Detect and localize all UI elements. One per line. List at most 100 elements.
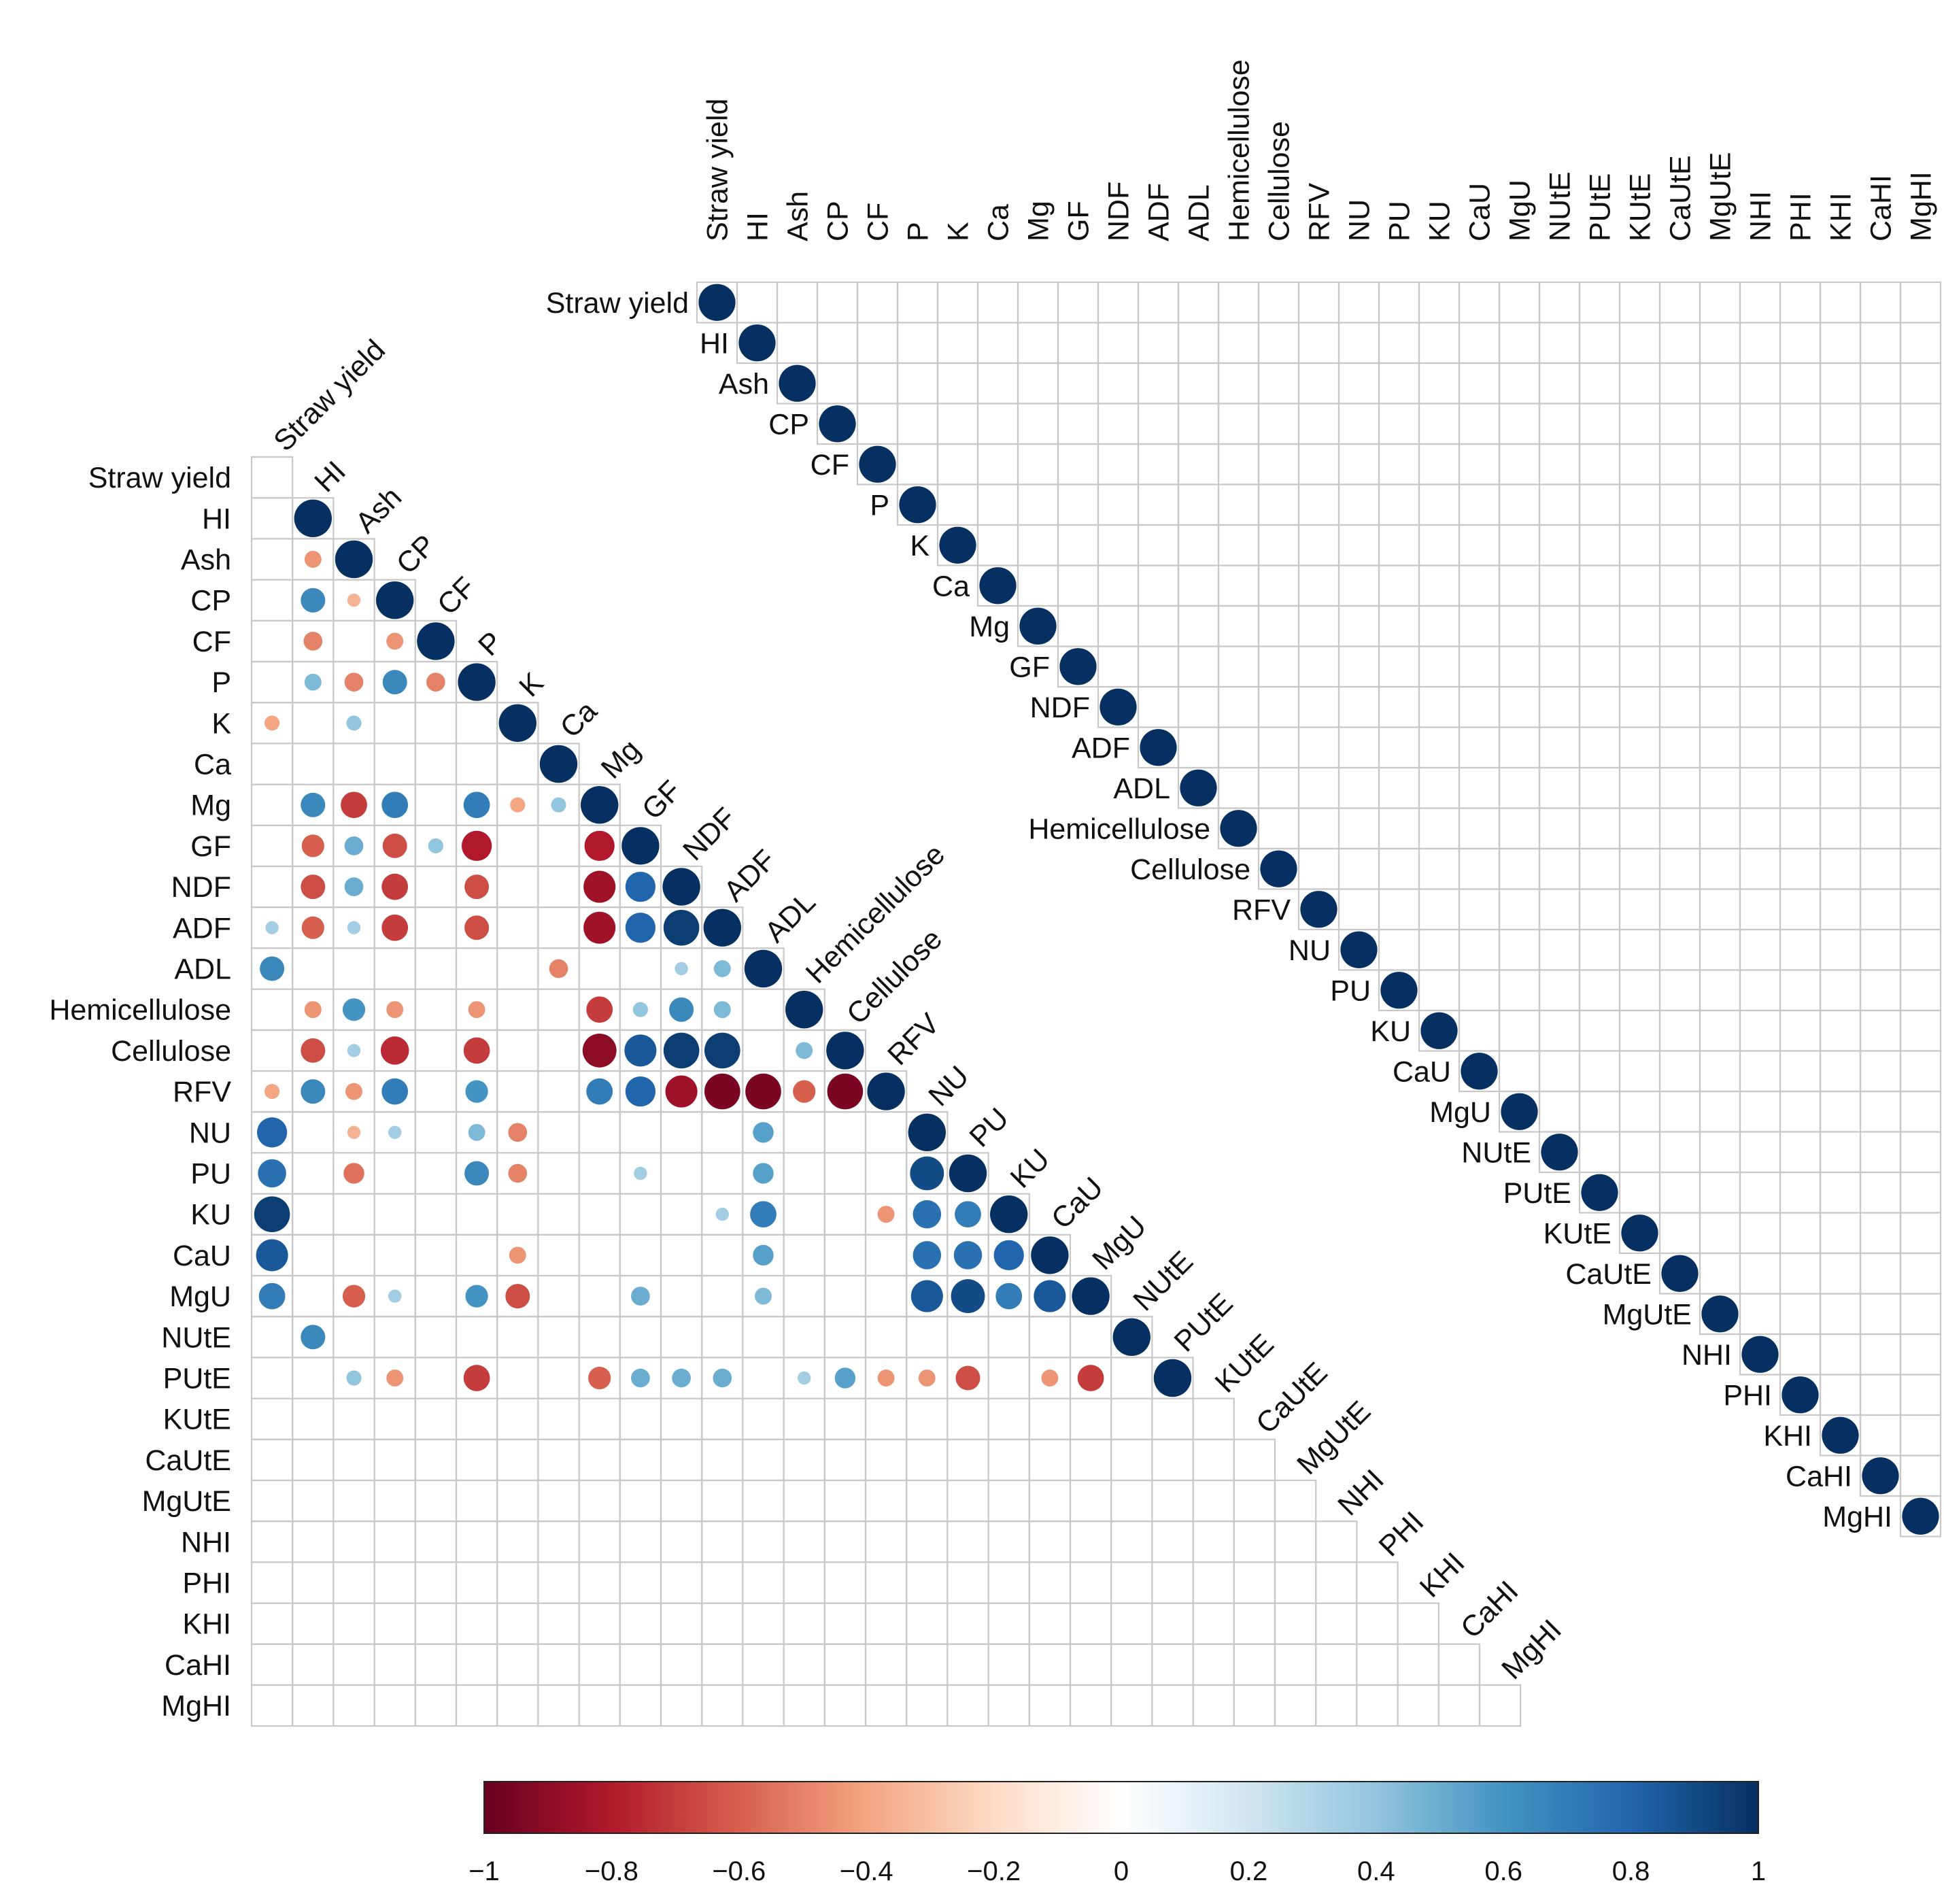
grid-cell bbox=[1618, 1009, 1661, 1052]
corr-circle-hemicellulose-ndf bbox=[669, 997, 694, 1022]
grid-cell bbox=[1819, 645, 1862, 688]
grid-cell bbox=[896, 362, 939, 405]
grid-cell bbox=[1274, 1561, 1317, 1604]
grid-cell bbox=[1069, 1643, 1112, 1686]
grid-cell bbox=[1458, 1009, 1501, 1052]
grid-cell bbox=[373, 1479, 416, 1523]
grid-cell bbox=[1779, 928, 1822, 971]
grid-cell bbox=[250, 824, 294, 868]
corr-circle-nu-ash bbox=[347, 1125, 361, 1139]
grid-cell bbox=[976, 281, 1019, 324]
grid-cell bbox=[1315, 1602, 1358, 1645]
grid-cell bbox=[332, 1234, 375, 1277]
grid-cell bbox=[1110, 1479, 1153, 1523]
top-label-mgu: MgU bbox=[1504, 180, 1537, 241]
grid-cell bbox=[1739, 1009, 1781, 1052]
corr-circle-hemicellulose-cp bbox=[386, 1001, 404, 1019]
corr-circle-k-ash bbox=[346, 715, 362, 731]
grid-cell bbox=[537, 824, 580, 868]
corr-circle-adf-hi bbox=[301, 916, 324, 939]
grid-cell bbox=[332, 1193, 375, 1236]
grid-cell bbox=[1458, 281, 1501, 324]
diag-label-mgute: MgUtE bbox=[1603, 1298, 1692, 1331]
grid-cell bbox=[1233, 1602, 1276, 1645]
grid-cell bbox=[414, 1684, 458, 1727]
grid-cell bbox=[936, 403, 979, 445]
grid-cell bbox=[1498, 524, 1541, 566]
grid-cell bbox=[936, 443, 979, 486]
corr-circle-cellulose-cellulose bbox=[826, 1032, 864, 1070]
grid-cell bbox=[1418, 888, 1461, 931]
grid-cell bbox=[1899, 1333, 1942, 1376]
grid-cell bbox=[1498, 888, 1541, 931]
corr-circle-hemicellulose-hi bbox=[304, 1001, 322, 1019]
grid-cell bbox=[783, 1234, 825, 1277]
grid-cell bbox=[1859, 1131, 1902, 1174]
corr-circle-pute-ash bbox=[346, 1370, 362, 1386]
grid-cell bbox=[1658, 726, 1701, 769]
corr-circle-cellulose-ndf bbox=[663, 1032, 700, 1069]
corr-circle-mg-ash bbox=[341, 792, 367, 819]
grid-cell bbox=[1578, 1090, 1621, 1133]
grid-cell bbox=[1028, 1479, 1072, 1523]
diag-circle-hemicellulose bbox=[1220, 810, 1257, 847]
grid-cell bbox=[823, 1438, 867, 1482]
corr-circle-gf-p bbox=[461, 830, 492, 862]
corr-circle-pu-ash bbox=[343, 1163, 364, 1184]
diag-circle-kute bbox=[1621, 1214, 1658, 1252]
diag-label-k: K bbox=[910, 530, 930, 562]
corr-circle-cellulose-adf bbox=[704, 1032, 740, 1069]
grid-cell bbox=[373, 1397, 416, 1440]
grid-cell bbox=[373, 1684, 416, 1727]
grid-cell bbox=[1177, 483, 1220, 526]
grid-cell bbox=[619, 1479, 662, 1523]
corr-circle-rfv-adl bbox=[745, 1073, 781, 1110]
grid-cell bbox=[1819, 443, 1862, 486]
grid-cell bbox=[1418, 483, 1461, 526]
corr-circle-rfv-hi bbox=[301, 1079, 326, 1104]
grid-cell bbox=[1658, 443, 1701, 486]
col-label-mgu: MgU bbox=[1086, 1210, 1153, 1276]
grid-cell bbox=[1458, 969, 1501, 1012]
grid-cell bbox=[1859, 443, 1902, 486]
grid-cell bbox=[332, 619, 375, 663]
grid-cell bbox=[1378, 362, 1420, 405]
corr-circle-rfv-p bbox=[465, 1080, 488, 1103]
grid-cell bbox=[1819, 847, 1862, 890]
grid-cell bbox=[1177, 605, 1220, 647]
diag-label-ku: KU bbox=[1370, 1015, 1411, 1048]
grid-cell bbox=[1899, 1009, 1942, 1052]
grid-cell bbox=[1779, 726, 1822, 769]
grid-cell bbox=[1899, 322, 1942, 364]
corr-circle-cf-cf bbox=[417, 622, 455, 660]
grid-cell bbox=[414, 1643, 458, 1686]
diag-circle-pu bbox=[1380, 972, 1418, 1009]
grid-cell bbox=[1337, 524, 1380, 566]
grid-cell bbox=[1315, 1561, 1358, 1604]
grid-cell bbox=[1859, 1374, 1902, 1416]
grid-cell bbox=[1297, 362, 1340, 405]
diag-label-cahi: CaHI bbox=[1786, 1460, 1852, 1493]
grid-cell bbox=[1337, 322, 1380, 364]
grid-cell bbox=[1274, 1520, 1317, 1563]
grid-cell bbox=[1538, 888, 1581, 931]
grid-cell bbox=[1859, 645, 1902, 688]
grid-cell bbox=[823, 1643, 867, 1686]
grid-cell bbox=[1739, 1171, 1781, 1214]
grid-cell bbox=[1899, 1050, 1942, 1093]
grid-cell bbox=[1899, 403, 1942, 445]
grid-cell bbox=[455, 1561, 498, 1604]
corr-circle-p-cp bbox=[382, 670, 407, 695]
grid-cell bbox=[1779, 1333, 1822, 1376]
grid-cell bbox=[1418, 322, 1461, 364]
grid-cell bbox=[455, 1316, 498, 1359]
grid-cell bbox=[414, 1520, 458, 1563]
grid-cell bbox=[1257, 807, 1300, 850]
diag-circle-ndf bbox=[1099, 688, 1137, 726]
grid-cell bbox=[1899, 888, 1942, 931]
grid-cell bbox=[1899, 1131, 1942, 1174]
top-label-adf: ADF bbox=[1143, 183, 1176, 241]
grid-cell bbox=[1819, 281, 1862, 324]
corr-circle-pute-p bbox=[463, 1365, 490, 1391]
col-label-khi: KHI bbox=[1414, 1546, 1471, 1604]
